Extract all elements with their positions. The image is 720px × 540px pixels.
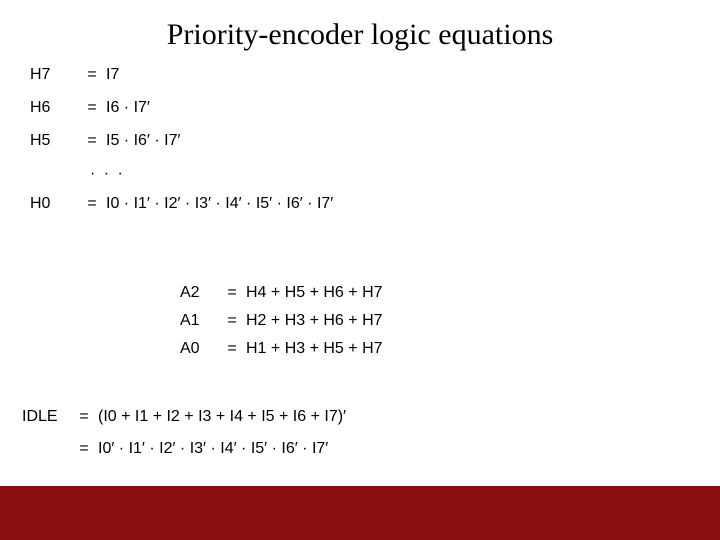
eq-lhs: H5 bbox=[30, 132, 78, 150]
eq-rhs: I0′ · I1′ · I2′ · I3′ · I4′ · I5′ · I6′ … bbox=[98, 440, 328, 458]
eq-lhs: IDLE bbox=[22, 408, 70, 426]
a-equations-block: A2 = H4 + H5 + H6 + H7 A1 = H2 + H3 + H6… bbox=[180, 284, 383, 368]
eq-row-a2: A2 = H4 + H5 + H6 + H7 bbox=[180, 284, 383, 302]
eq-row-idle-2: = I0′ · I1′ · I2′ · I3′ · I4′ · I5′ · I6… bbox=[22, 440, 346, 458]
eq-symbol: = bbox=[78, 66, 106, 84]
eq-row-h7: H7 = I7 bbox=[30, 66, 333, 84]
eq-rhs: H4 + H5 + H6 + H7 bbox=[246, 284, 383, 302]
eq-symbol: = bbox=[78, 132, 106, 150]
eq-row-idle-1: IDLE = (I0 + I1 + I2 + I3 + I4 + I5 + I6… bbox=[22, 408, 346, 426]
h-equations-block: H7 = I7 H6 = I6 · I7′ H5 = I5 · I6′ · I7… bbox=[30, 66, 333, 228]
eq-row-h6: H6 = I6 · I7′ bbox=[30, 99, 333, 117]
eq-rhs: I5 · I6′ · I7′ bbox=[106, 132, 180, 150]
eq-symbol: = bbox=[70, 408, 98, 426]
eq-symbol: = bbox=[218, 340, 246, 358]
eq-symbol: = bbox=[218, 284, 246, 302]
eq-lhs: A2 bbox=[180, 284, 218, 302]
page-title: Priority-encoder logic equations bbox=[0, 0, 720, 62]
eq-symbol: = bbox=[78, 195, 106, 213]
eq-rhs: H1 + H3 + H5 + H7 bbox=[246, 340, 383, 358]
eq-row-a1: A1 = H2 + H3 + H6 + H7 bbox=[180, 312, 383, 330]
idle-equations-block: IDLE = (I0 + I1 + I2 + I3 + I4 + I5 + I6… bbox=[22, 408, 346, 472]
eq-rhs: (I0 + I1 + I2 + I3 + I4 + I5 + I6 + I7)′ bbox=[98, 408, 346, 426]
eq-rhs: H2 + H3 + H6 + H7 bbox=[246, 312, 383, 330]
eq-row-a0: A0 = H1 + H3 + H5 + H7 bbox=[180, 340, 383, 358]
eq-lhs: H7 bbox=[30, 66, 78, 84]
footer-bar bbox=[0, 486, 720, 540]
eq-row-h5: H5 = I5 · I6′ · I7′ bbox=[30, 132, 333, 150]
eq-symbol: = bbox=[70, 440, 98, 458]
ellipsis: · · · bbox=[90, 165, 333, 183]
eq-lhs: A1 bbox=[180, 312, 218, 330]
eq-rhs: I6 · I7′ bbox=[106, 99, 150, 117]
eq-lhs: H6 bbox=[30, 99, 78, 117]
eq-lhs: A0 bbox=[180, 340, 218, 358]
eq-symbol: = bbox=[218, 312, 246, 330]
eq-lhs: H0 bbox=[30, 195, 78, 213]
eq-rhs: I0 · I1′ · I2′ · I3′ · I4′ · I5′ · I6′ ·… bbox=[106, 195, 333, 213]
eq-rhs: I7 bbox=[106, 66, 119, 84]
eq-row-h0: H0 = I0 · I1′ · I2′ · I3′ · I4′ · I5′ · … bbox=[30, 195, 333, 213]
eq-symbol: = bbox=[78, 99, 106, 117]
